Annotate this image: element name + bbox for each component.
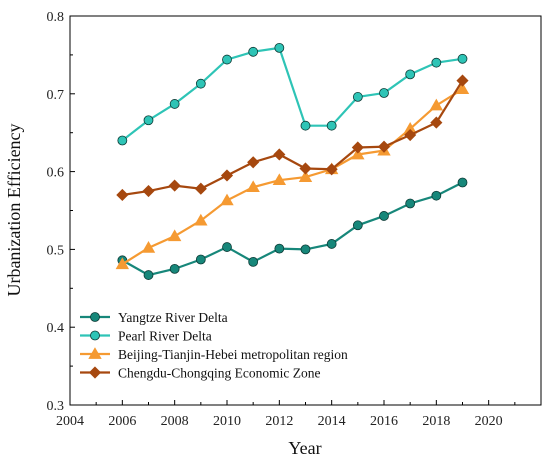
data-point xyxy=(220,193,234,206)
x-tick-label: 2012 xyxy=(265,414,293,429)
y-tick-label: 0.6 xyxy=(47,166,65,181)
data-point xyxy=(325,163,338,176)
data-point xyxy=(405,198,416,209)
data-point xyxy=(168,179,181,192)
series-1 xyxy=(117,42,468,146)
legend-marker xyxy=(88,347,102,359)
data-point xyxy=(169,263,180,274)
y-tick-label: 0.7 xyxy=(47,88,65,103)
y-tick-label: 0.3 xyxy=(47,399,65,414)
data-point xyxy=(431,190,442,201)
data-point xyxy=(430,116,443,129)
data-point xyxy=(247,156,260,169)
data-point xyxy=(222,242,232,252)
data-point xyxy=(352,220,363,231)
data-point xyxy=(431,57,442,68)
x-tick-label: 2020 xyxy=(475,414,503,429)
legend-marker xyxy=(88,366,102,379)
data-point xyxy=(379,88,389,98)
legend-label: Pearl River Delta xyxy=(118,329,212,344)
data-point xyxy=(142,184,155,198)
data-point xyxy=(274,243,285,254)
data-point xyxy=(246,180,260,193)
y-tick-label: 0.5 xyxy=(47,243,65,258)
data-point xyxy=(456,74,469,87)
data-point xyxy=(220,169,234,182)
data-point xyxy=(351,147,365,160)
data-point xyxy=(300,244,311,255)
y-axis-title: Urbanization Efficiency xyxy=(4,123,24,296)
data-point xyxy=(248,256,259,267)
data-point xyxy=(326,239,337,249)
data-point xyxy=(405,69,416,80)
data-point xyxy=(248,46,259,57)
data-point xyxy=(141,241,156,253)
data-point xyxy=(117,135,128,146)
data-point xyxy=(429,98,444,111)
series-2 xyxy=(115,82,470,270)
x-tick-label: 2006 xyxy=(108,414,136,429)
legend: Yangtze River Delta Pearl River Delta Beij… xyxy=(80,310,348,381)
series-layer xyxy=(115,42,470,280)
data-point xyxy=(222,54,232,65)
x-tick-label: 2016 xyxy=(370,414,398,429)
data-point xyxy=(143,115,154,126)
y-axis: 0.3 0.4 0.5 0.6 0.7 0.8 xyxy=(47,10,75,414)
data-point xyxy=(195,254,206,265)
x-tick-label: 2014 xyxy=(318,414,346,429)
data-point xyxy=(299,162,312,175)
legend-label: Chengdu-Chongqing Economic Zone xyxy=(118,366,320,381)
data-point xyxy=(379,211,389,221)
data-point xyxy=(194,213,208,226)
legend-item: Beijing-Tianjin-Hebei metropolitan regio… xyxy=(80,347,348,362)
x-tick-label: 2010 xyxy=(213,414,241,429)
legend-marker xyxy=(90,330,100,341)
data-point xyxy=(274,42,285,53)
x-axis: 2004 2006 2008 2010 2012 2014 2016 2018 2020 xyxy=(56,400,516,429)
data-point xyxy=(194,182,207,195)
data-point xyxy=(169,99,180,109)
x-tick-label: 2004 xyxy=(56,414,84,429)
legend-label: Yangtze River Delta xyxy=(118,310,228,325)
data-point xyxy=(115,257,130,270)
series-3 xyxy=(116,74,469,202)
data-point xyxy=(298,170,313,182)
y-tick-label: 0.4 xyxy=(47,321,65,336)
x-tick-label: 2018 xyxy=(422,414,450,429)
legend-item: Pearl River Delta xyxy=(80,329,212,344)
legend-item: Chengdu-Chongqing Economic Zone xyxy=(80,366,320,381)
series-line xyxy=(121,46,463,142)
data-point xyxy=(351,141,364,154)
data-point xyxy=(377,140,391,153)
data-point xyxy=(272,173,287,186)
x-axis-title: Year xyxy=(288,438,321,458)
data-point xyxy=(167,229,182,242)
data-point xyxy=(300,120,311,131)
data-point xyxy=(457,177,468,188)
data-point xyxy=(352,92,363,102)
x-tick-label: 2008 xyxy=(161,414,189,429)
series-line xyxy=(121,181,463,277)
legend-marker xyxy=(90,312,100,322)
data-point xyxy=(455,82,470,95)
data-point xyxy=(195,78,206,89)
data-point xyxy=(404,128,417,142)
data-point xyxy=(116,188,129,202)
series-0 xyxy=(117,177,468,280)
legend-label: Beijing-Tianjin-Hebei metropolitan regio… xyxy=(118,347,348,362)
legend-item: Yangtze River Delta xyxy=(80,310,228,325)
data-point xyxy=(143,270,154,280)
data-point xyxy=(457,53,468,64)
data-point xyxy=(273,148,286,161)
y-tick-label: 0.8 xyxy=(47,10,65,25)
data-point xyxy=(326,120,337,131)
